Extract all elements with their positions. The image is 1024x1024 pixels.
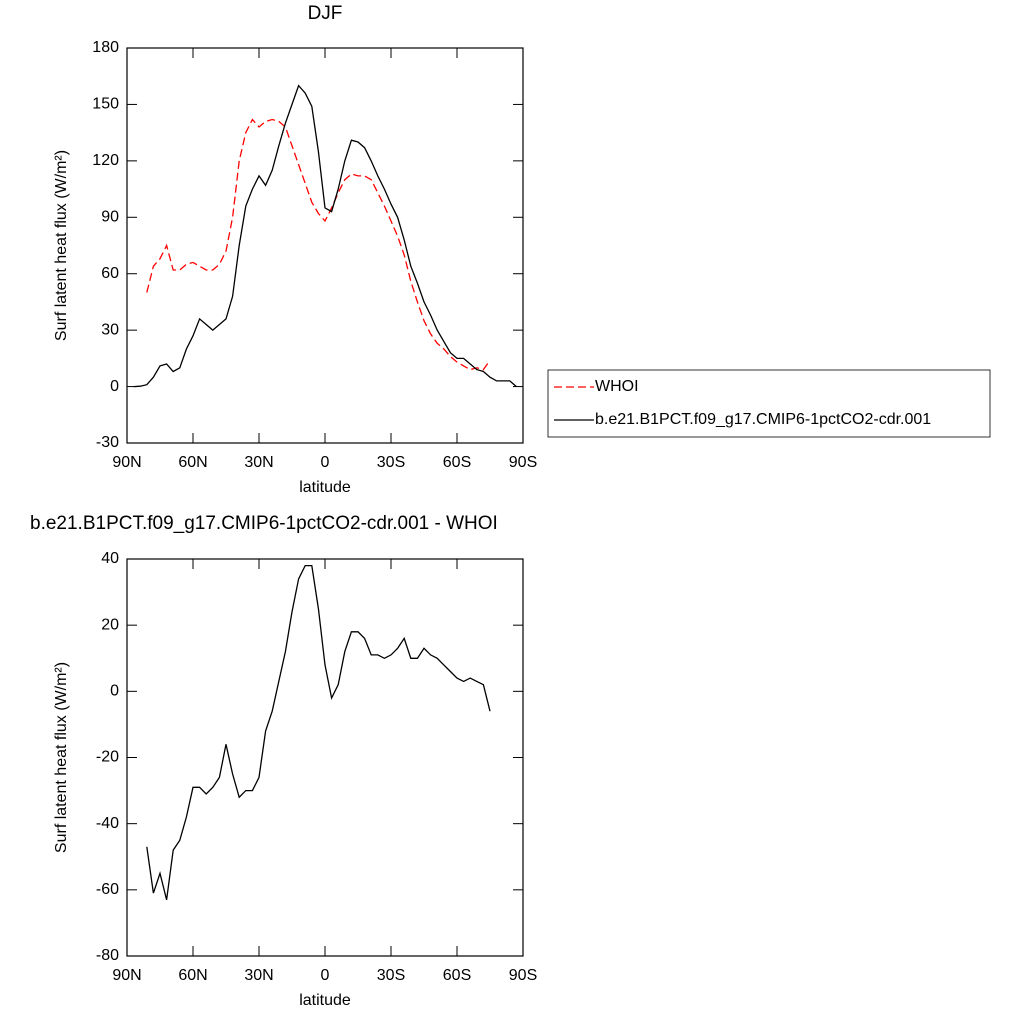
plot-frame <box>126 47 524 444</box>
legend-label: b.e21.B1PCT.f09_g17.CMIP6-1pctCO2-cdr.00… <box>595 411 931 428</box>
x-tick-label: 30N <box>244 454 273 471</box>
data-line <box>146 118 491 371</box>
plot-frame <box>126 558 524 957</box>
y-axis-label: Surf latent heat flux (W/m²) <box>53 662 70 853</box>
x-tick-label: 90S <box>509 454 537 471</box>
y-tick-label: 40 <box>101 550 119 567</box>
y-tick-label: 180 <box>92 39 119 56</box>
x-tick-label: 90N <box>112 454 141 471</box>
legend-label: WHOI <box>595 378 639 395</box>
x-tick-label: 90N <box>112 967 141 984</box>
data-line <box>146 564 491 900</box>
data-line <box>133 84 517 388</box>
y-tick-label: 0 <box>110 378 119 395</box>
y-axis-label: Surf latent heat flux (W/m²) <box>53 150 70 341</box>
x-tick-label: 30S <box>377 967 405 984</box>
y-tick-label: 60 <box>101 265 119 282</box>
x-tick-label: 60N <box>178 454 207 471</box>
x-tick-label: 30N <box>244 967 273 984</box>
y-tick-label: -30 <box>96 434 119 451</box>
x-tick-label: 30S <box>377 454 405 471</box>
x-axis-label: latitude <box>299 479 351 496</box>
legend-box <box>547 369 991 438</box>
y-tick-label: 30 <box>101 321 119 338</box>
y-tick-label: -40 <box>96 815 119 832</box>
y-tick-label: 0 <box>110 683 119 700</box>
y-tick-label: -20 <box>96 749 119 766</box>
x-axis-label: latitude <box>299 992 351 1009</box>
x-tick-label: 60S <box>443 967 471 984</box>
x-tick-label: 90S <box>509 967 537 984</box>
y-tick-label: 20 <box>101 616 119 633</box>
x-tick-label: 60N <box>178 967 207 984</box>
x-tick-label: 0 <box>321 967 330 984</box>
y-tick-label: -60 <box>96 881 119 898</box>
y-tick-label: 90 <box>101 209 119 226</box>
y-tick-label: 150 <box>92 96 119 113</box>
y-tick-label: 120 <box>92 152 119 169</box>
y-tick-label: -80 <box>96 947 119 964</box>
chart-title: b.e21.B1PCT.f09_g17.CMIP6-1pctCO2-cdr.00… <box>30 513 498 534</box>
chart-title: DJF <box>308 3 343 24</box>
x-tick-label: 60S <box>443 454 471 471</box>
x-tick-label: 0 <box>321 454 330 471</box>
